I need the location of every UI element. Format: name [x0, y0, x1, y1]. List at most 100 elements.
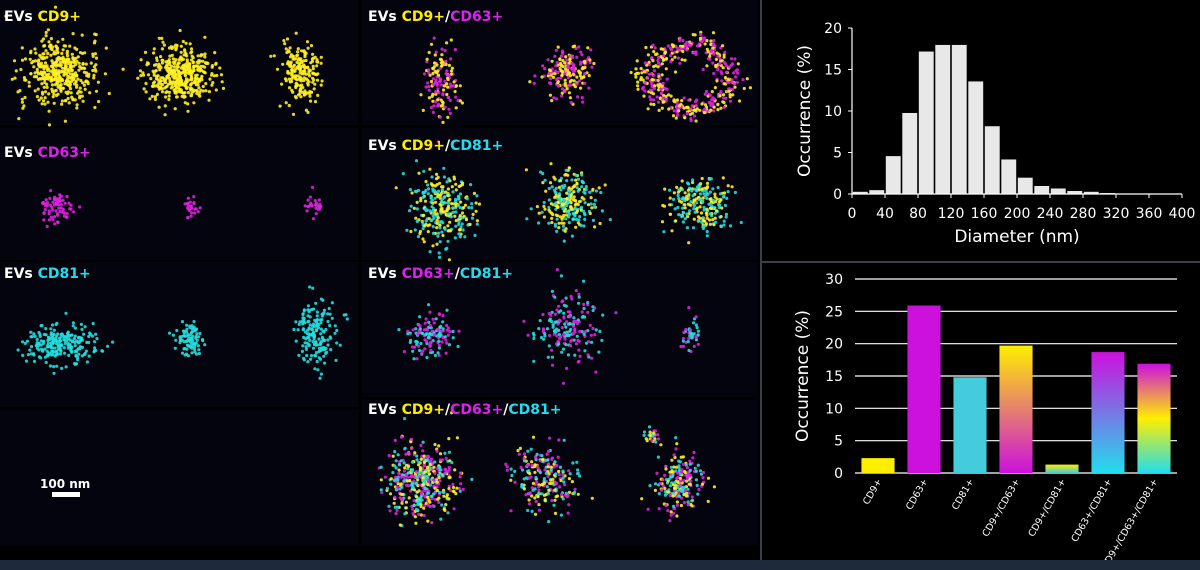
loc-dot — [72, 337, 76, 341]
loc-dot — [302, 318, 306, 322]
loc-dot — [144, 90, 148, 94]
loc-dot — [316, 368, 320, 372]
loc-dot — [682, 478, 686, 483]
loc-dot — [330, 316, 334, 320]
loc-dot — [431, 99, 435, 103]
loc-dot — [575, 210, 579, 215]
loc-dot — [686, 215, 690, 219]
loc-dot — [541, 457, 545, 461]
loc-dot — [65, 212, 69, 216]
loc-dot — [210, 83, 214, 87]
loc-dot — [46, 67, 51, 71]
loc-dot — [42, 67, 46, 71]
loc-dot — [700, 176, 704, 181]
loc-dot — [416, 188, 421, 193]
loc-dot — [576, 468, 580, 472]
loc-dot — [72, 64, 76, 68]
loc-dot — [504, 462, 508, 466]
loc-dot — [641, 87, 645, 91]
loc-dot — [201, 59, 205, 63]
loc-dot — [287, 77, 291, 81]
loc-dot — [33, 71, 37, 75]
loc-dot — [47, 212, 51, 216]
category-bar — [953, 377, 987, 473]
loc-dot — [54, 60, 59, 64]
loc-dot — [593, 198, 597, 202]
loc-dot — [692, 203, 697, 208]
loc-dot — [200, 78, 204, 82]
loc-dot — [174, 43, 178, 47]
x-tick-label: 400 — [1169, 206, 1196, 222]
loc-dot — [428, 323, 432, 328]
loc-dot — [660, 73, 664, 77]
loc-dot — [438, 67, 442, 71]
loc-dot — [645, 439, 649, 443]
loc-dot — [288, 80, 292, 84]
loc-dot — [397, 472, 401, 476]
loc-dot — [211, 81, 215, 85]
label-part: EVs — [368, 9, 402, 25]
loc-dot — [583, 191, 587, 195]
loc-dot — [726, 78, 730, 82]
loc-dot — [321, 312, 325, 316]
loc-dot — [559, 309, 563, 313]
loc-dot — [66, 74, 70, 78]
loc-dot — [649, 102, 653, 106]
loc-dot — [530, 486, 534, 490]
loc-dot — [590, 206, 594, 210]
loc-dot — [524, 493, 528, 497]
loc-dot — [654, 440, 658, 444]
loc-dot — [438, 255, 442, 259]
label-cd81: EVs CD81+ — [4, 266, 91, 282]
label-part: EVs — [4, 266, 38, 282]
loc-dot — [691, 194, 695, 198]
loc-dot — [554, 482, 558, 486]
loc-dot — [636, 87, 640, 91]
loc-dot — [524, 168, 529, 172]
loc-dot — [422, 240, 426, 244]
loc-dot — [403, 512, 407, 516]
loc-dot — [574, 173, 578, 177]
loc-dot — [542, 477, 547, 481]
loc-dot — [658, 77, 662, 81]
loc-dot — [682, 96, 686, 100]
loc-dot — [559, 76, 563, 80]
loc-dot — [614, 311, 618, 315]
label-cd63: EVs CD63+ — [4, 145, 91, 161]
loc-dot — [695, 98, 699, 102]
loc-dot — [438, 115, 442, 119]
loc-dot — [588, 60, 592, 64]
loc-dot — [188, 200, 192, 204]
loc-dot — [559, 335, 563, 339]
loc-dot — [333, 324, 337, 328]
loc-dot — [724, 70, 729, 74]
loc-dot — [565, 320, 569, 324]
loc-dot — [686, 500, 690, 504]
label-part: EVs — [368, 138, 402, 154]
loc-dot — [529, 447, 533, 451]
loc-dot — [301, 328, 305, 332]
loc-dot — [733, 190, 738, 194]
loc-dot — [77, 61, 81, 65]
loc-dot — [674, 436, 678, 440]
loc-dot — [421, 449, 425, 453]
loc-dot — [434, 80, 438, 84]
loc-dot — [174, 83, 178, 87]
loc-dot — [646, 107, 650, 111]
loc-dot — [407, 209, 412, 213]
loc-dot — [710, 98, 714, 102]
loc-dot — [311, 217, 315, 221]
loc-dot — [298, 88, 303, 92]
loc-dot — [563, 183, 567, 188]
loc-dot — [563, 229, 567, 233]
loc-dot — [411, 328, 415, 332]
loc-dot — [79, 78, 83, 83]
loc-dot — [677, 188, 681, 192]
loc-dot — [682, 330, 686, 335]
label-part: CD9+ — [401, 402, 445, 418]
loc-dot — [184, 41, 188, 45]
loc-dot — [464, 218, 469, 222]
loc-dot — [567, 503, 571, 507]
loc-dot — [712, 109, 716, 113]
loc-dot — [550, 498, 554, 503]
